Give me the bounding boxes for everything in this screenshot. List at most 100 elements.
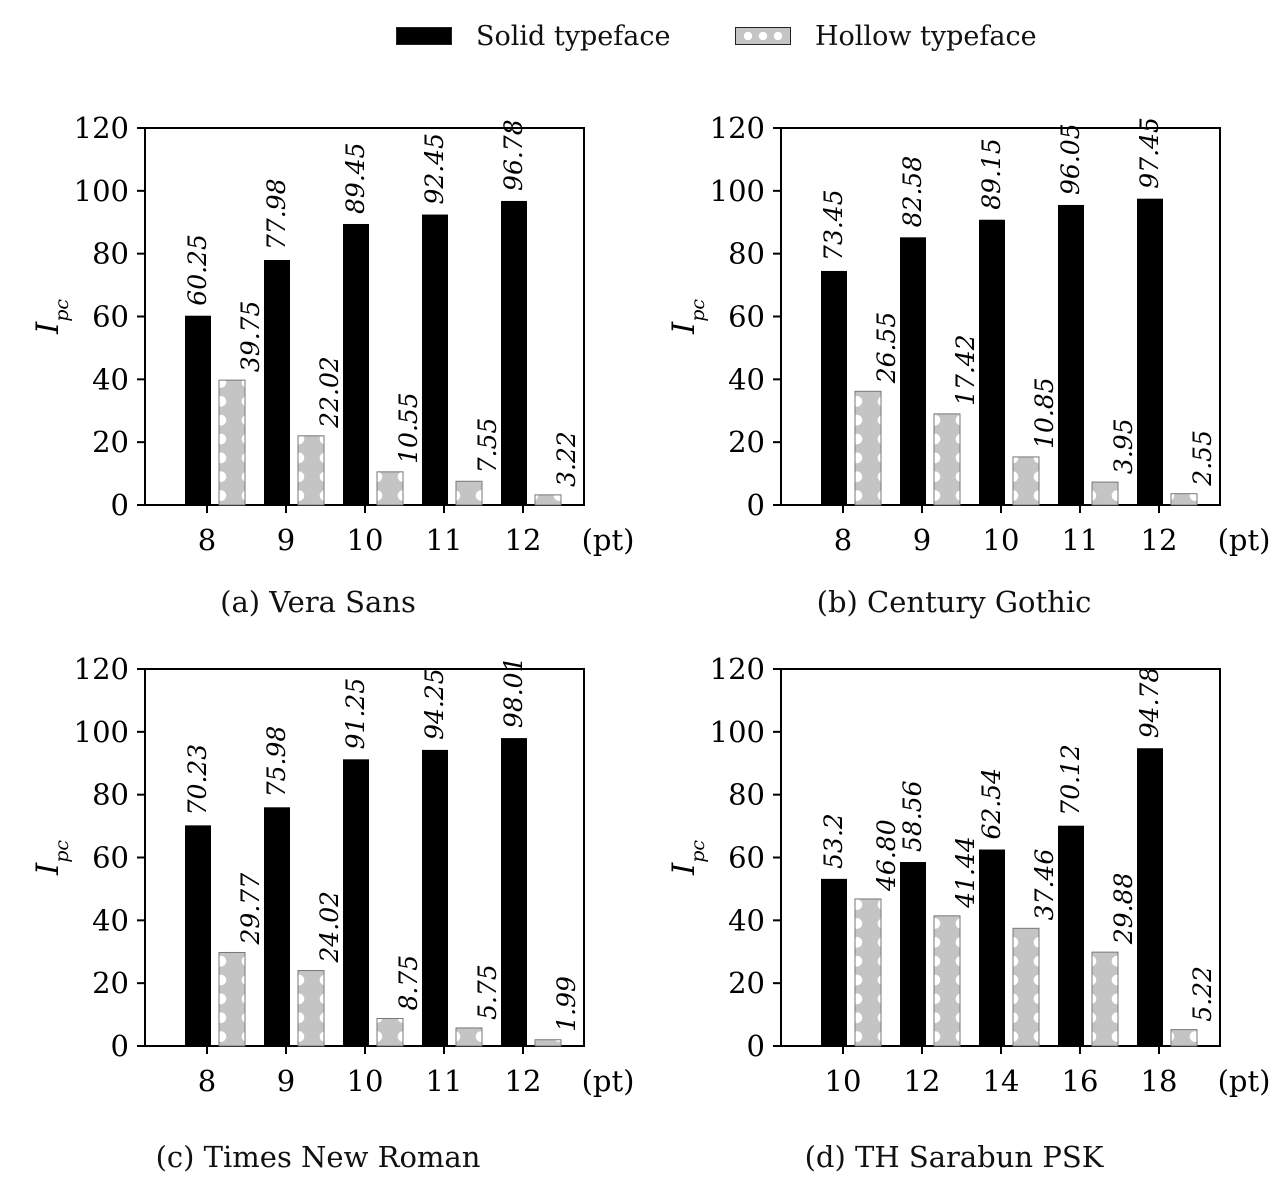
- bar-hollow-18: [1170, 1029, 1198, 1047]
- y-tick-label: 20: [92, 425, 129, 459]
- x-tick-label: 11: [426, 523, 463, 557]
- y-tick-label: 40: [728, 362, 765, 396]
- data-label-solid-12: 96.78: [499, 119, 528, 191]
- y-axis-label: Ipc: [30, 299, 73, 335]
- data-label-solid-8: 73.45: [819, 189, 848, 261]
- bar-hollow-10: [854, 898, 882, 1047]
- data-label-hollow-12: 2.55: [1188, 430, 1217, 487]
- data-label-hollow-10: 10.55: [394, 392, 423, 464]
- y-tick-label: 80: [92, 237, 129, 271]
- bar-solid-11: [422, 749, 448, 1046]
- bar-solid-10: [343, 759, 369, 1046]
- bar-hollow-12: [534, 494, 562, 506]
- x-tick-label: 14: [983, 1064, 1020, 1098]
- bar-chart-a: 0 20 40 60 80 100 120 Ipc 8 60.25 39.75 9 77.98 22.02…: [30, 111, 635, 557]
- y-axis-label-subscript: pc: [687, 840, 709, 863]
- data-label-hollow-12: 3.22: [552, 431, 581, 487]
- y-axis-label-main: I: [666, 321, 702, 335]
- data-label-solid-9: 77.98: [262, 178, 291, 250]
- chart-caption-b: (b) Century Gothic: [816, 585, 1092, 619]
- bar-hollow-12: [933, 915, 961, 1047]
- y-tick-label: 80: [728, 237, 765, 271]
- legend-item-solid: Solid typeface: [396, 18, 670, 54]
- legend-swatch-solid: [396, 27, 452, 45]
- y-tick-label: 120: [710, 111, 765, 145]
- x-unit-label: (pt): [582, 523, 635, 557]
- x-tick-label: 10: [983, 523, 1020, 557]
- x-tick-label: 11: [426, 1064, 463, 1098]
- bar-solid-9: [264, 260, 290, 505]
- bar-solid-10: [979, 219, 1005, 505]
- x-tick-label: 12: [505, 523, 542, 557]
- data-label-solid-10: 89.45: [341, 142, 370, 214]
- data-label-hollow-8: 29.77: [236, 873, 265, 946]
- chart-panel-c: 0 20 40 60 80 100 120 Ipc 8 70.23 29.77 9 75.98 24.02…: [0, 636, 636, 1196]
- x-tick-label: 9: [913, 523, 931, 557]
- y-tick-label: 120: [74, 111, 129, 145]
- data-label-hollow-11: 7.55: [473, 418, 502, 474]
- data-label-hollow-10: 10.85: [1030, 377, 1059, 449]
- bar-solid-9: [900, 237, 926, 505]
- y-tick-label: 120: [74, 652, 129, 686]
- bar-chart-d: 0 20 40 60 80 100 120 Ipc 10 53.2 46.80 12 58.56 41.4…: [666, 652, 1271, 1098]
- x-unit-label: (pt): [1218, 1064, 1271, 1098]
- data-label-solid-14: 62.54: [977, 768, 1006, 840]
- x-tick-label: 11: [1062, 523, 1099, 557]
- x-tick-label: 12: [904, 1064, 941, 1098]
- bar-solid-8: [821, 270, 847, 505]
- bar-hollow-14: [1012, 927, 1040, 1047]
- y-axis-label: Ipc: [30, 840, 73, 876]
- data-label-hollow-18: 5.22: [1188, 966, 1217, 1022]
- data-label-solid-12: 58.56: [898, 780, 927, 852]
- legend-label-solid: Solid typeface: [476, 20, 671, 52]
- bar-hollow-16: [1091, 951, 1119, 1047]
- bar-solid-12: [1137, 198, 1163, 505]
- y-tick-label: 120: [710, 652, 765, 686]
- x-tick-label: 8: [834, 523, 852, 557]
- data-label-solid-18: 94.78: [1135, 667, 1164, 739]
- legend-label-hollow: Hollow typeface: [815, 20, 1037, 52]
- bar-hollow-8: [218, 379, 246, 506]
- data-label-hollow-16: 29.88: [1109, 873, 1138, 946]
- data-label-solid-11: 92.45: [420, 133, 449, 205]
- data-label-solid-11: 96.05: [1056, 123, 1085, 195]
- data-label-solid-16: 70.12: [1056, 744, 1085, 816]
- y-tick-label: 60: [728, 841, 765, 875]
- data-label-hollow-14: 37.46: [1030, 849, 1059, 921]
- bar-hollow-10: [1012, 456, 1040, 506]
- bar-solid-12: [501, 200, 527, 505]
- bar-solid-9: [264, 807, 290, 1046]
- data-label-hollow-10: 8.75: [394, 955, 423, 1011]
- y-tick-label: 40: [92, 903, 129, 937]
- x-tick-label: 9: [277, 523, 295, 557]
- bar-chart-c: 0 20 40 60 80 100 120 Ipc 8 70.23 29.77 9 75.98 24.02…: [30, 652, 634, 1098]
- y-tick-label: 20: [728, 966, 765, 1000]
- y-axis-label-main: I: [666, 862, 702, 876]
- data-label-solid-10: 89.15: [977, 138, 1006, 210]
- bar-solid-8: [185, 315, 211, 505]
- bar-solid-18: [1137, 748, 1163, 1046]
- data-label-solid-10: 91.25: [341, 678, 370, 750]
- y-tick-label: 80: [92, 778, 129, 812]
- y-tick-label: 100: [710, 715, 765, 749]
- bar-hollow-12: [534, 1039, 562, 1047]
- bar-solid-10: [343, 223, 369, 506]
- bar-solid-14: [979, 849, 1005, 1046]
- bar-hollow-10: [376, 471, 404, 506]
- legend: Solid typeface Hollow typeface: [0, 0, 1273, 80]
- y-axis-label: Ipc: [666, 299, 709, 335]
- y-tick-label: 60: [92, 300, 129, 334]
- data-label-hollow-8: 39.75: [236, 301, 265, 373]
- bar-hollow-8: [218, 951, 246, 1047]
- bar-solid-11: [1058, 204, 1084, 505]
- x-tick-label: 12: [505, 1064, 542, 1098]
- chart-caption-a: (a) Vera Sans: [220, 585, 416, 619]
- x-unit-label: (pt): [1218, 523, 1271, 557]
- data-label-solid-9: 82.58: [898, 156, 927, 228]
- y-tick-label: 0: [111, 488, 129, 522]
- x-tick-label: 8: [198, 1064, 216, 1098]
- y-tick-label: 0: [747, 1029, 765, 1063]
- x-tick-label: 10: [347, 1064, 384, 1098]
- bar-hollow-8: [854, 390, 882, 506]
- data-label-hollow-11: 3.95: [1109, 418, 1138, 474]
